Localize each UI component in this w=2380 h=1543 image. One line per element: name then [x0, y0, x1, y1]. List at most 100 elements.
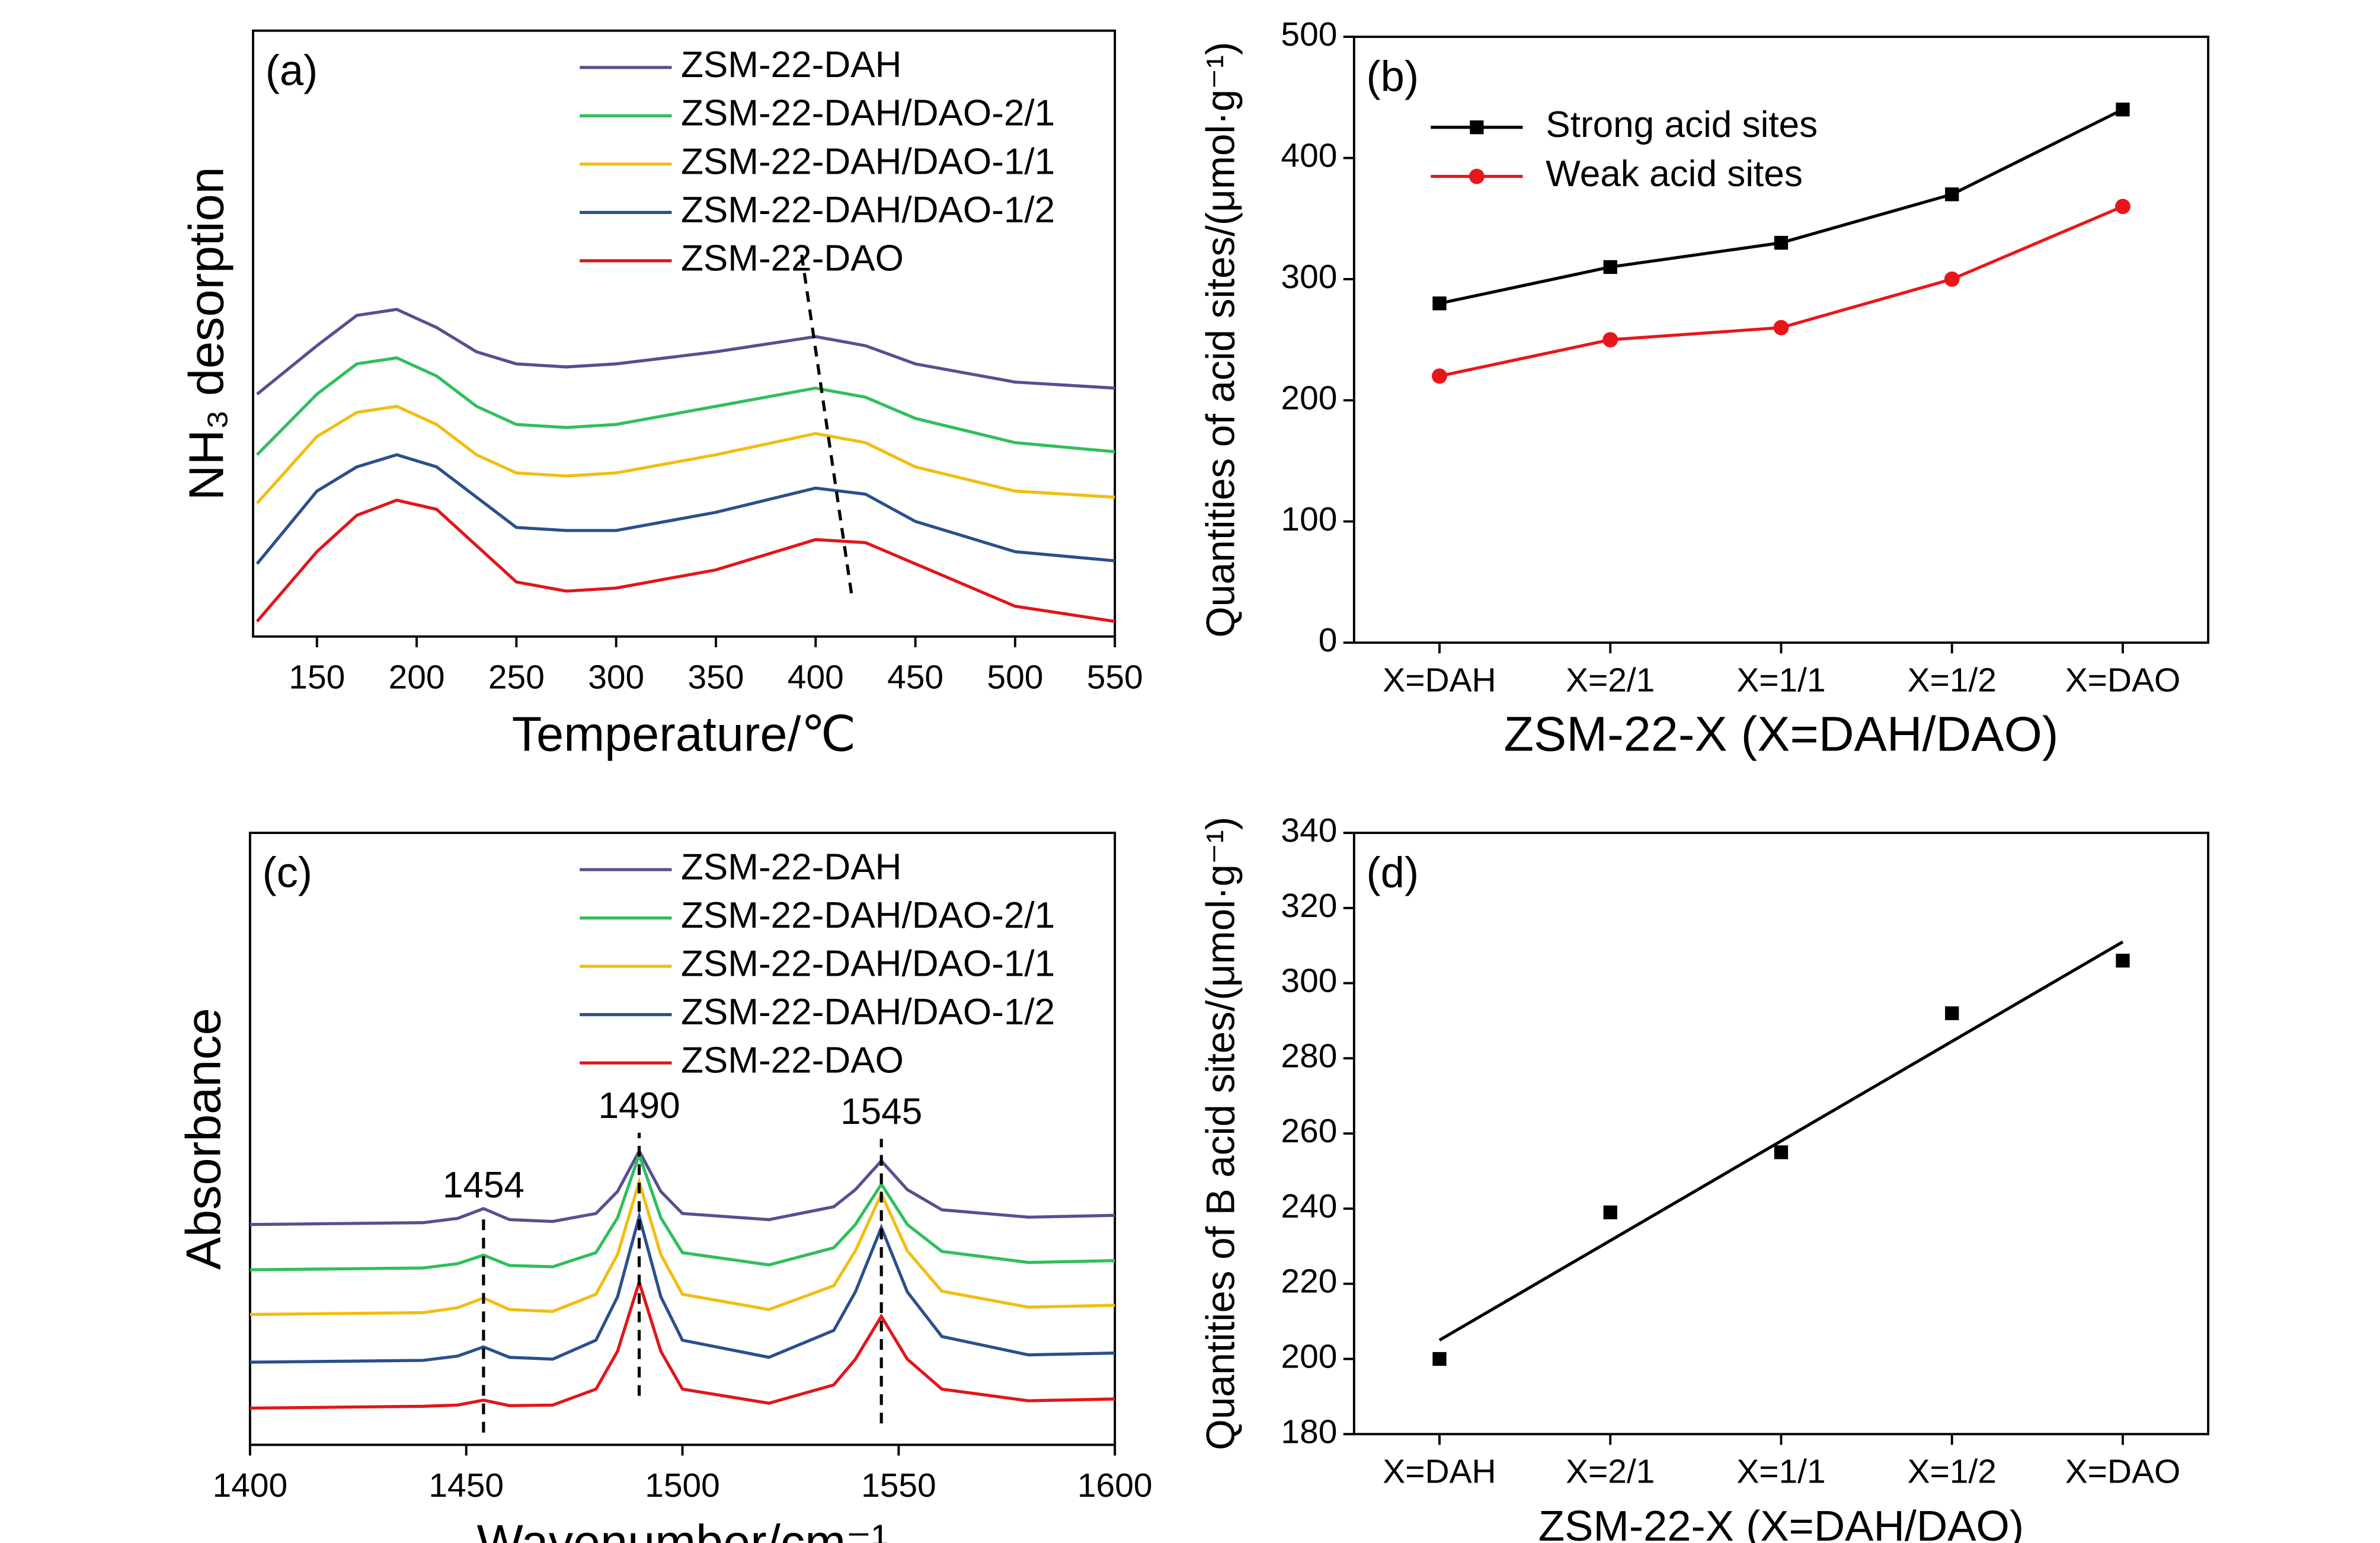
x-tick-label: X=2/1: [1566, 661, 1655, 699]
legend-label: ZSM-22-DAH: [681, 847, 902, 888]
series-line: [249, 1148, 1115, 1226]
legend-label: ZSM-22-DAO: [681, 238, 904, 279]
marker: [1432, 368, 1447, 384]
legend-label: ZSM-22-DAH/DAO-2/1: [681, 895, 1055, 936]
x-tick-label: X=1/1: [1736, 1453, 1825, 1491]
y-tick-label: 100: [1281, 500, 1337, 538]
y-tick-label: 200: [1281, 379, 1337, 417]
guide-line: [800, 254, 853, 595]
x-tick-label: 1450: [428, 1467, 504, 1504]
y-tick-label: 240: [1281, 1187, 1337, 1225]
series-line: [249, 1176, 1115, 1317]
x-tick-label: 250: [488, 658, 545, 696]
y-tick-label: 340: [1281, 812, 1337, 849]
x-tick-label: X=DAO: [2065, 661, 2181, 699]
series-line: [1439, 205, 2123, 378]
marker: [1773, 320, 1789, 336]
x-tick-label: X=1/2: [1908, 1453, 1997, 1491]
series-line: [249, 1277, 1115, 1410]
y-tick-label: 280: [1281, 1037, 1337, 1075]
y-tick-label: 500: [1281, 15, 1337, 53]
x-axis-label: ZSM-22-X (X=DAH/DAO): [1504, 706, 2058, 761]
marker: [1945, 187, 1959, 202]
fit-line: [1438, 940, 2124, 1342]
y-axis-label: Absorbance: [175, 1008, 231, 1270]
y-tick-label: 300: [1281, 962, 1337, 1000]
x-tick-label: X=DAH: [1383, 1453, 1496, 1491]
peak-label: 1545: [840, 1091, 922, 1132]
peak-label: 1454: [443, 1165, 524, 1206]
series-line: [255, 356, 1115, 456]
y-tick-label: 0: [1319, 621, 1338, 659]
y-tick-label: 400: [1281, 137, 1337, 175]
y-axis-label: NH₃ desorption: [178, 167, 233, 500]
legend-label: Weak acid sites: [1546, 154, 1803, 194]
legend-label: ZSM-22-DAH/DAO-1/2: [681, 992, 1055, 1033]
legend-label: ZSM-22-DAH: [681, 44, 902, 85]
marker: [1603, 1205, 1617, 1219]
y-tick-label: 300: [1281, 258, 1337, 296]
panel-label: (d): [1367, 849, 1419, 897]
y-tick-label: 200: [1281, 1338, 1337, 1376]
legend-label: ZSM-22-DAH/DAO-2/1: [681, 93, 1055, 134]
x-tick-label: 1600: [1077, 1467, 1153, 1504]
x-tick-label: 300: [588, 658, 644, 696]
legend-label: ZSM-22-DAO: [681, 1040, 904, 1081]
x-tick-label: X=1/1: [1736, 661, 1825, 699]
legend-label: Strong acid sites: [1546, 104, 1818, 145]
legend-label: ZSM-22-DAH/DAO-1/2: [681, 190, 1055, 231]
x-tick-label: X=2/1: [1566, 1453, 1655, 1491]
x-tick-label: X=DAO: [2065, 1453, 2181, 1491]
series-line: [249, 1210, 1115, 1364]
marker: [2116, 103, 2130, 117]
marker: [1470, 120, 1484, 135]
panel-label: (c): [263, 849, 312, 897]
marker: [1945, 1006, 1959, 1020]
series-line: [255, 453, 1115, 565]
x-tick-label: X=DAH: [1383, 661, 1496, 699]
y-axis-label: Quantities of acid sites/(μmol·g⁻¹): [1199, 42, 1243, 638]
marker: [2116, 953, 2130, 968]
x-axis-label: Temperature/℃: [512, 706, 856, 761]
x-tick-label: 550: [1087, 658, 1143, 696]
marker: [1602, 332, 1618, 348]
series-line: [249, 1150, 1115, 1272]
panel-label: (b): [1367, 53, 1419, 101]
marker: [1944, 271, 1960, 287]
series-line: [255, 499, 1115, 623]
x-axis-label: ZSM-22-X (X=DAH/DAO): [1538, 1502, 2024, 1543]
marker: [2115, 199, 2131, 215]
y-tick-label: 220: [1281, 1263, 1337, 1301]
x-tick-label: 200: [389, 658, 445, 696]
plot-frame: [252, 29, 1117, 638]
x-axis-label: Wavenumber/cm⁻¹: [477, 1515, 888, 1543]
marker: [1469, 168, 1485, 184]
y-tick-label: 320: [1281, 887, 1337, 925]
y-axis-label: Quantities of B acid sites/(μmol·g⁻¹): [1199, 817, 1243, 1451]
x-tick-label: 1400: [213, 1467, 288, 1504]
x-tick-label: 500: [987, 658, 1043, 696]
marker: [1774, 1145, 1789, 1159]
marker: [1603, 260, 1617, 274]
x-tick-label: X=1/2: [1908, 661, 1997, 699]
x-tick-label: 1500: [645, 1467, 720, 1504]
plot-frame: [1352, 832, 2210, 1436]
x-tick-label: 400: [788, 658, 844, 696]
x-tick-label: 350: [688, 658, 744, 696]
x-tick-label: 150: [289, 658, 345, 696]
y-tick-label: 260: [1281, 1112, 1337, 1150]
legend-label: ZSM-22-DAH/DAO-1/1: [681, 944, 1055, 985]
x-tick-label: 1550: [861, 1467, 936, 1504]
series-line: [255, 404, 1115, 504]
y-tick-label: 180: [1281, 1413, 1337, 1451]
marker: [1432, 1352, 1447, 1366]
marker: [1432, 296, 1447, 311]
legend-label: ZSM-22-DAH/DAO-1/1: [681, 141, 1055, 182]
x-tick-label: 450: [887, 658, 943, 696]
panel-label: (a): [265, 46, 318, 94]
peak-label: 1490: [599, 1085, 680, 1126]
marker: [1774, 235, 1789, 250]
series-line: [256, 308, 1115, 395]
